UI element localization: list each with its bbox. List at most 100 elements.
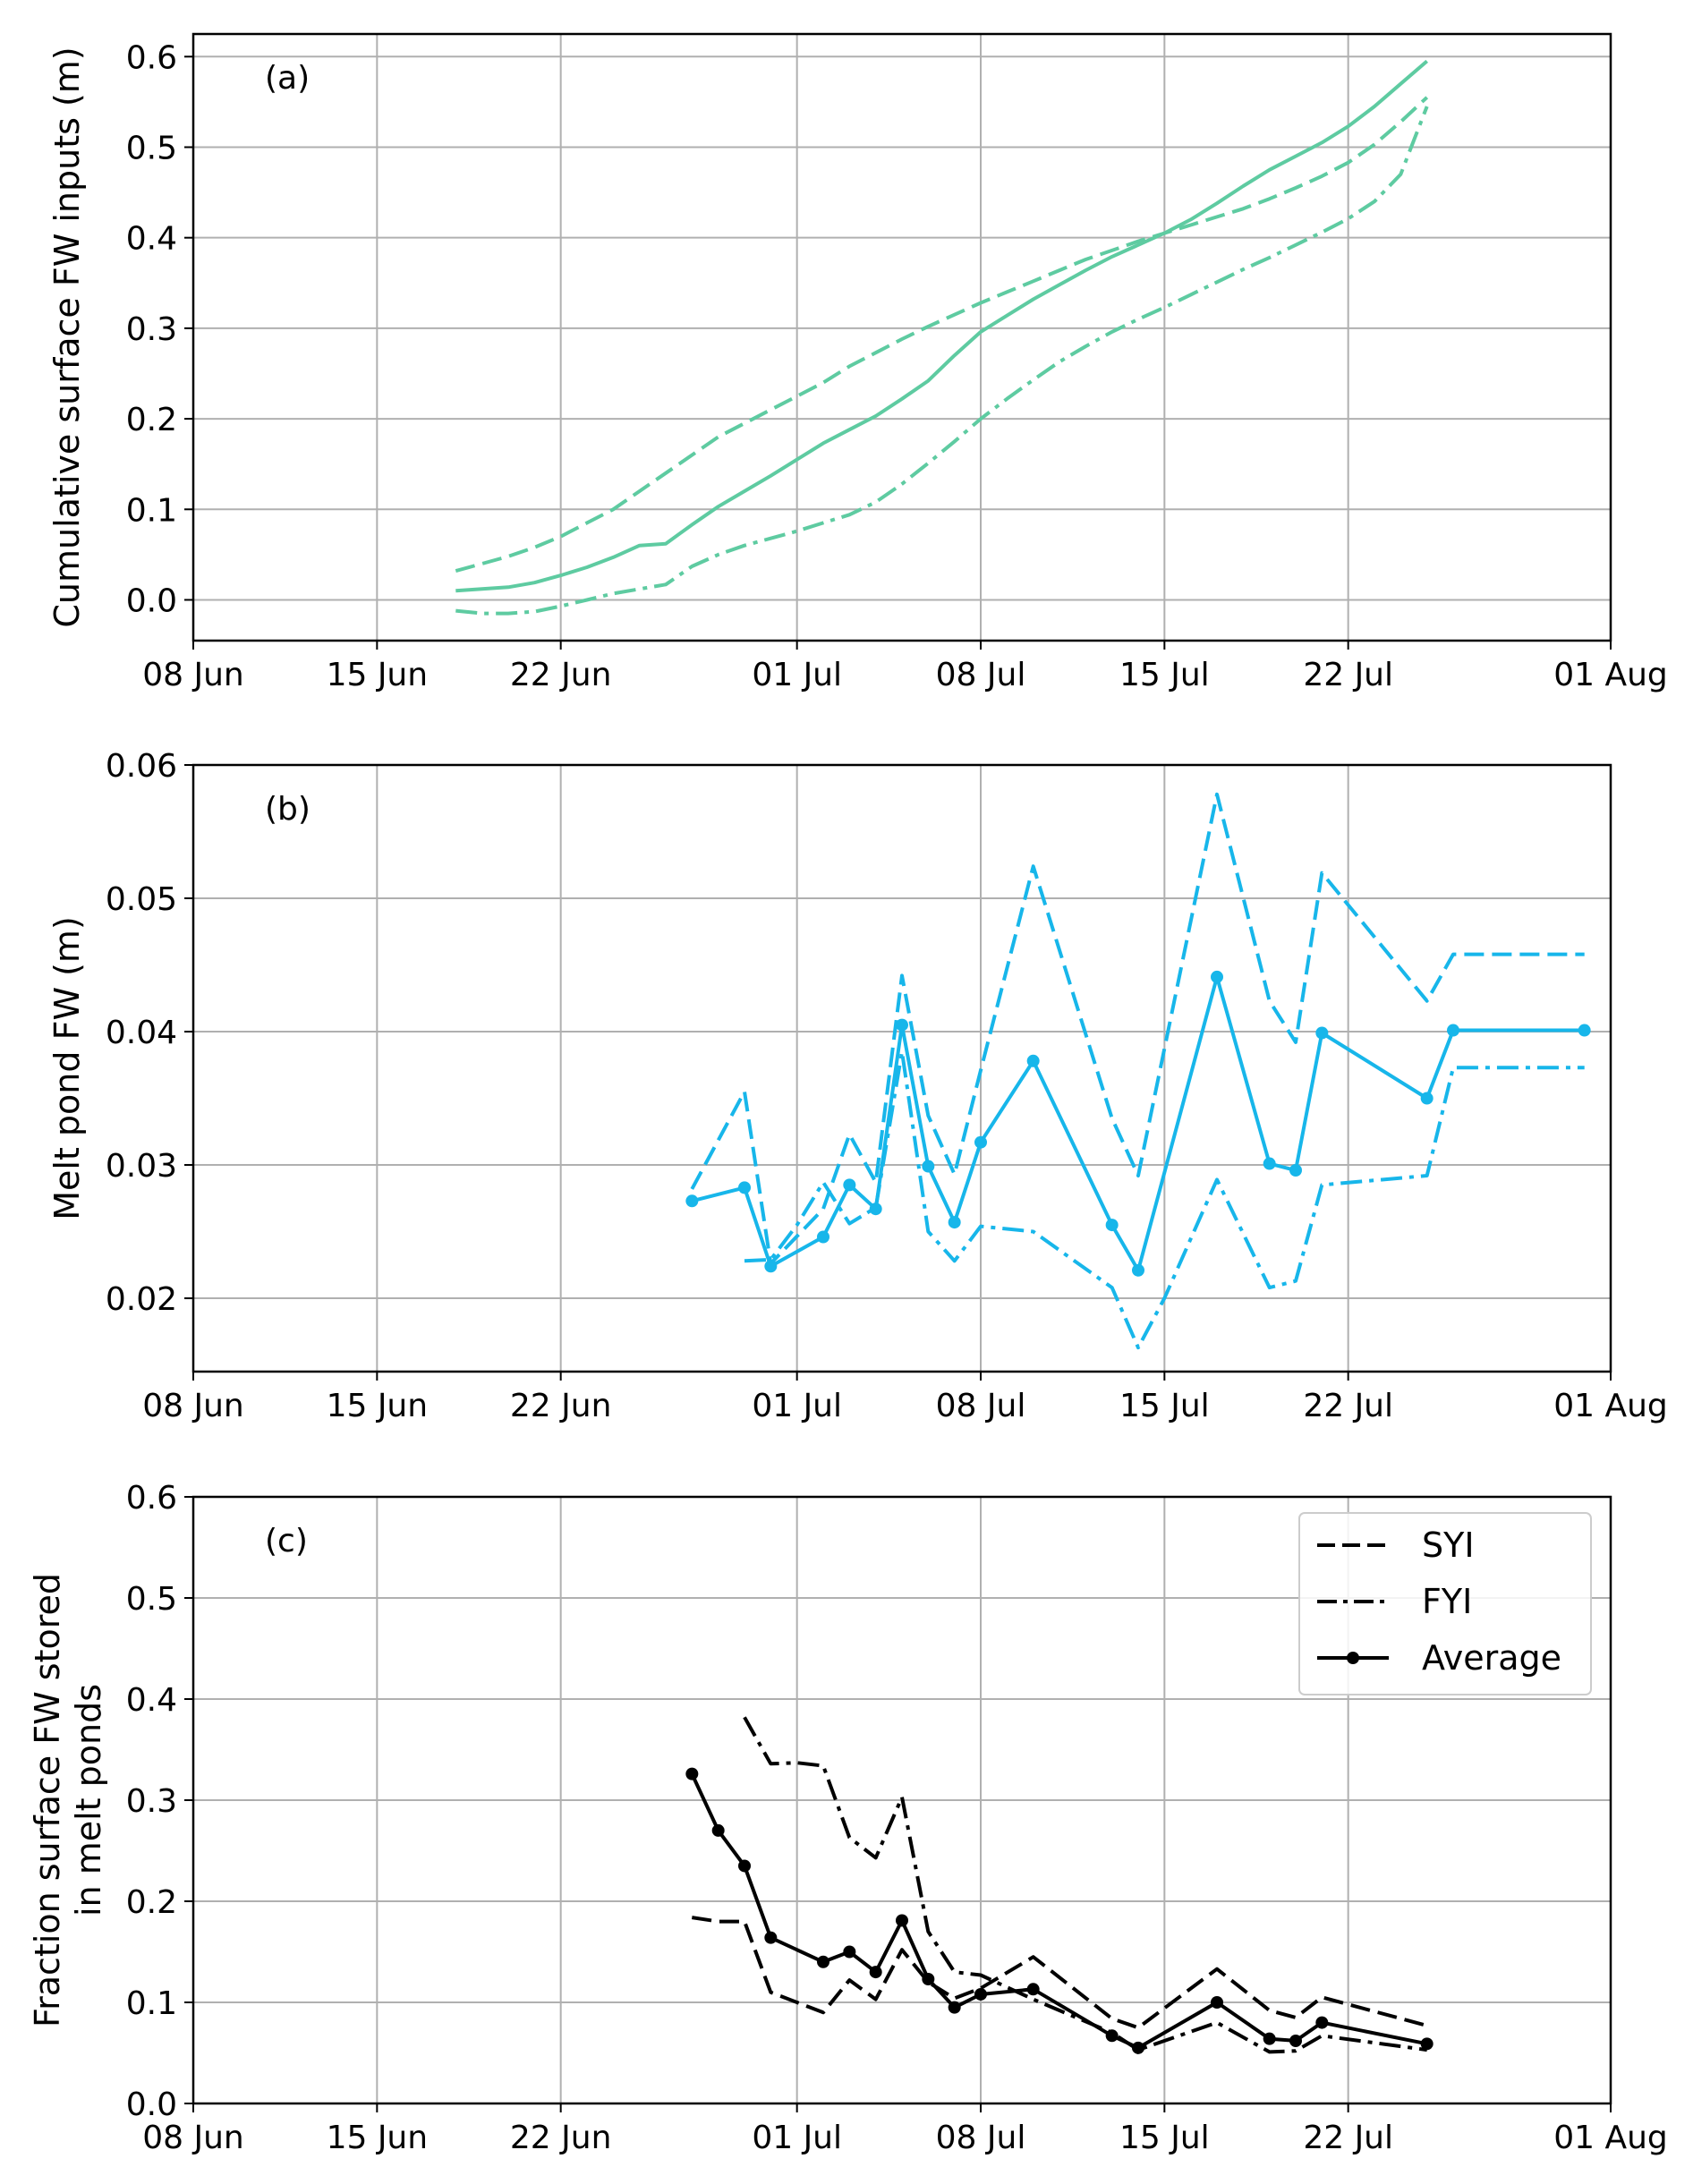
data-point — [1420, 2037, 1434, 2051]
data-point — [738, 1859, 751, 1873]
data-point — [1420, 1092, 1434, 1105]
data-point — [1026, 1054, 1040, 1067]
x-tick-label: 22 Jul — [1303, 2120, 1393, 2156]
data-point — [896, 1914, 908, 1927]
data-point — [869, 1202, 882, 1216]
panel-c-series — [685, 1716, 1434, 2054]
data-point — [1132, 1263, 1144, 1277]
data-point — [869, 1966, 882, 1979]
x-tick-label: 01 Jul — [752, 657, 842, 693]
legend-frame — [1298, 1512, 1592, 1695]
data-point — [1211, 1996, 1223, 2009]
x-tick-label: 08 Jul — [936, 2120, 1026, 2156]
panel-c-y-axis-label: Fraction surface FW storedin melt ponds — [28, 1573, 108, 2027]
x-tick-label: 15 Jul — [1119, 1388, 1210, 1424]
data-point — [1105, 1219, 1119, 1232]
panel-b-x-axis: 08 Jun 15 Jun 22 Jun 01 Jul 08 Jul 15 Jul 22 J… — [142, 1372, 1668, 1424]
y-tick-label: 0.3 — [126, 1783, 177, 1820]
y-tick-label: 0.2 — [126, 1884, 177, 1921]
x-tick-label: 15 Jun — [327, 657, 429, 693]
legend-marker — [1347, 1652, 1359, 1664]
data-point — [1289, 2034, 1302, 2047]
y-tick-label: 0.5 — [126, 1581, 177, 1618]
x-tick-label: 08 Jun — [142, 2120, 244, 2156]
panel-c-fraction-stored: 08 Jun 15 Jun 22 Jun 01 Jul 08 Jul 15 Jul 22 J… — [28, 1480, 1668, 2156]
y-tick-label: 0.02 — [106, 1281, 177, 1318]
panel-a-y-axis: 0.0 0.1 0.2 0.3 0.4 0.5 0.6 — [126, 39, 193, 619]
panel-a-y-axis-label: Cumulative surface FW inputs (m) — [47, 47, 87, 627]
y-tick-label: 0.03 — [106, 1148, 177, 1185]
series-line-dashdot — [455, 106, 1429, 616]
data-point — [1026, 1983, 1040, 1996]
data-point — [948, 1216, 961, 1229]
data-point — [711, 1823, 725, 1837]
data-point — [922, 1973, 935, 1986]
panel-a-x-axis: 08 Jun 15 Jun 22 Jun 01 Jul 08 Jul 15 Jul 22 J… — [142, 641, 1668, 693]
x-tick-label: 01 Jul — [752, 2120, 842, 2156]
x-tick-label: 08 Jul — [936, 657, 1026, 693]
series-line-solid — [691, 974, 1585, 1272]
legend-entry-label: FYI — [1422, 1582, 1472, 1621]
panel-b-y-axis-label: Melt pond FW (m) — [47, 916, 87, 1220]
series-line-dashed — [455, 96, 1429, 574]
x-tick-label: 22 Jun — [510, 657, 612, 693]
y-tick-label: 0.6 — [126, 39, 177, 76]
x-tick-label: 08 Jul — [936, 1388, 1026, 1424]
panel-b-label: (b) — [265, 791, 311, 828]
data-point — [685, 1767, 699, 1780]
panel-a-frame — [191, 32, 1612, 642]
x-tick-label: 22 Jun — [510, 1388, 612, 1424]
y-tick-label: 0.1 — [126, 492, 177, 529]
data-point — [1211, 970, 1223, 983]
y-axis-label-line: in melt ponds — [69, 1684, 108, 1916]
series-line-solid — [455, 59, 1429, 593]
panel-b-melt-pond-fw: 08 Jun 15 Jun 22 Jun 01 Jul 08 Jul 15 Jul 22 J… — [47, 748, 1668, 1424]
x-tick-label: 01 Jul — [752, 1388, 842, 1424]
x-tick-label: 01 Aug — [1553, 657, 1668, 693]
series-line-dashdot — [743, 1716, 1427, 2054]
data-point — [1263, 2032, 1276, 2045]
panel-a-cumulative-surface-fw: 08 Jun 15 Jun 22 Jun 01 Jul 08 Jul 15 Jul 22 J… — [47, 32, 1668, 693]
panel-c-x-axis: 08 Jun 15 Jun 22 Jun 01 Jul 08 Jul 15 Jul 22 J… — [142, 2103, 1668, 2156]
x-tick-label: 08 Jun — [142, 657, 244, 693]
y-tick-label: 0.4 — [126, 221, 177, 258]
data-point — [1105, 2029, 1119, 2043]
data-point — [1315, 1026, 1329, 1040]
x-tick-label: 08 Jun — [142, 1388, 244, 1424]
x-tick-label: 22 Jul — [1303, 1388, 1393, 1424]
series-line-dashed — [690, 792, 1585, 1266]
series-line-solid — [690, 1772, 1428, 2050]
x-tick-label: 15 Jun — [327, 1388, 429, 1424]
data-point — [896, 1018, 908, 1032]
y-tick-label: 0.0 — [126, 2086, 177, 2123]
x-tick-label: 01 Aug — [1553, 2120, 1668, 2156]
data-point — [843, 1945, 856, 1959]
data-point — [738, 1181, 751, 1194]
y-tick-label: 0.2 — [126, 402, 177, 438]
data-point — [1315, 2016, 1329, 2029]
data-point — [1289, 1163, 1302, 1177]
panel-c-y-axis: 0.0 0.1 0.2 0.3 0.4 0.5 0.6 — [126, 1480, 193, 2123]
data-point — [922, 1160, 935, 1173]
legend: SYI FYI Average — [1298, 1512, 1592, 1695]
y-tick-label: 0.4 — [126, 1682, 177, 1719]
legend-entry-label: Average — [1422, 1638, 1561, 1678]
data-point — [974, 1987, 987, 2001]
panel-b-series — [685, 792, 1591, 1350]
y-tick-label: 0.06 — [106, 748, 177, 785]
data-point — [1578, 1024, 1591, 1037]
x-tick-label: 15 Jul — [1119, 2120, 1210, 2156]
panel-b-y-axis: 0.02 0.03 0.04 0.05 0.06 — [106, 748, 193, 1318]
data-point — [843, 1178, 856, 1192]
legend-entry-label: SYI — [1422, 1525, 1475, 1565]
y-axis-label-line: Fraction surface FW stored — [28, 1573, 67, 2027]
y-tick-label: 0.0 — [126, 582, 177, 619]
panel-a-grid — [192, 34, 1612, 641]
data-point — [764, 1931, 778, 1944]
data-point — [685, 1194, 699, 1208]
x-tick-label: 22 Jun — [510, 2120, 612, 2156]
data-point — [974, 1135, 987, 1149]
series-line-dashed — [691, 1916, 1428, 2030]
y-tick-label: 0.05 — [106, 881, 177, 918]
